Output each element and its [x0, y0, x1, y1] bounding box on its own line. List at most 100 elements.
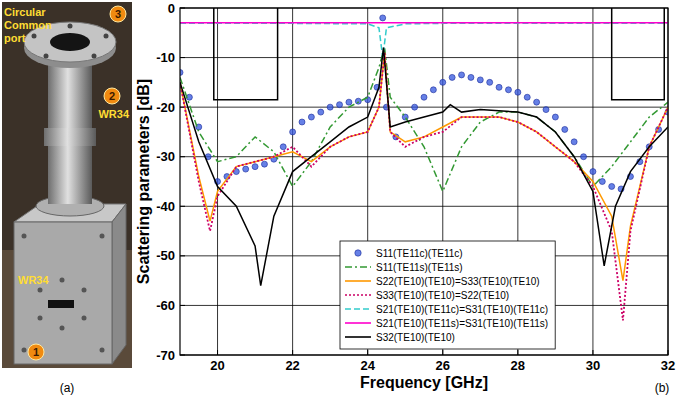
data-point [252, 164, 258, 170]
y-tick-label: -60 [156, 298, 175, 313]
photo: CircularCommonport 3 2 WR34 WR34 1 [2, 2, 132, 368]
y-tick-label: -40 [156, 199, 175, 214]
port-badge [104, 88, 120, 104]
y-tick-label: -30 [156, 149, 175, 164]
legend-swatch [345, 280, 371, 282]
y-axis-title: Scattering parameters [dB] [135, 79, 152, 284]
data-point [552, 114, 558, 120]
tick [592, 350, 593, 355]
legend-label: S21(TE10)(TE11s)=S31(TE10)(TE11s) [376, 318, 548, 329]
series-line [180, 48, 668, 286]
legend-swatch [355, 250, 361, 256]
data-point [299, 119, 305, 125]
data-point [534, 99, 540, 105]
plot-background [180, 8, 668, 355]
figure: CircularCommonport32WR34WR341(a)20222426… [0, 0, 686, 398]
data-point [412, 104, 418, 110]
legend-swatch [345, 322, 371, 324]
data-point [261, 161, 267, 167]
legend: S11(TE11c)(TE11c)S11(TE11s)(TE11s)S22(TE… [340, 241, 555, 349]
port-label: CircularCommonport [4, 6, 52, 44]
tick [180, 305, 185, 306]
data-point [440, 79, 446, 85]
data-point [459, 72, 465, 78]
screw [38, 288, 43, 293]
data-point [327, 104, 333, 110]
x-axis-title: Frequency [GHz] [360, 374, 488, 391]
y-tick-label: -50 [156, 248, 175, 263]
tick [217, 350, 218, 355]
y-tick-label: -10 [156, 50, 175, 65]
port-number: 1 [33, 346, 39, 358]
data-point [505, 87, 511, 93]
caption: (a) [60, 381, 75, 395]
screw [100, 348, 105, 353]
x-tick-label: 22 [285, 358, 299, 373]
block-front [14, 222, 112, 364]
data-point [543, 107, 549, 113]
tick [442, 350, 443, 355]
port-label-line: Common [4, 19, 52, 31]
screw [22, 234, 27, 239]
data-point [477, 77, 483, 83]
x-tick-label: 32 [661, 358, 675, 373]
y-tick-label: 0 [168, 1, 175, 16]
data-point [581, 154, 587, 160]
data-point [571, 139, 577, 145]
screw [38, 316, 43, 321]
data-point [449, 74, 455, 80]
bolt-hole [92, 54, 97, 59]
legend-swatch [345, 336, 371, 338]
chart: 20222426283032-70-60-50-40-30-20-100Freq… [135, 1, 675, 392]
tick [180, 156, 185, 157]
series-line [180, 22, 668, 24]
data-point [487, 79, 493, 85]
series [180, 53, 668, 321]
series [180, 48, 668, 286]
legend-box [340, 241, 555, 349]
port-label-line: port [4, 32, 26, 44]
data-point [290, 129, 296, 135]
tick [517, 350, 518, 355]
data-point [346, 99, 352, 105]
data-point [515, 89, 521, 95]
data-point [243, 166, 249, 172]
x-tick-label: 26 [436, 358, 450, 373]
data-point [590, 169, 596, 175]
port-type: WR34 [18, 274, 49, 286]
bolt-hole [32, 34, 37, 39]
series [180, 23, 668, 57]
bolt-hole [104, 34, 109, 39]
legend-swatch [345, 266, 371, 268]
data-point [524, 94, 530, 100]
port-badge [110, 6, 126, 22]
data-point [380, 15, 386, 21]
port-badge [28, 344, 44, 360]
data-point [468, 74, 474, 80]
tick [292, 350, 293, 355]
legend-swatch [345, 294, 371, 296]
screw [82, 316, 87, 321]
tube-collar [44, 128, 96, 146]
photo-background [2, 2, 132, 368]
grid-line [180, 107, 668, 108]
bolt-hole [44, 54, 49, 59]
series [180, 48, 668, 192]
legend-label: S11(TE11s)(TE11s) [376, 262, 463, 273]
data-point [421, 94, 427, 100]
data-point [318, 109, 324, 115]
tick [367, 350, 368, 355]
series-line [180, 53, 668, 321]
grid-line [180, 57, 668, 58]
series [214, 8, 664, 100]
port-number: 3 [115, 8, 121, 20]
data-point [308, 114, 314, 120]
x-tick-label: 20 [210, 358, 224, 373]
port-number: 2 [109, 90, 115, 102]
series-line [180, 48, 668, 192]
tick [180, 57, 185, 58]
y-tick-label: -70 [156, 348, 175, 363]
port-type: WR34 [98, 108, 129, 120]
series [180, 22, 668, 23]
series-line [612, 8, 665, 100]
